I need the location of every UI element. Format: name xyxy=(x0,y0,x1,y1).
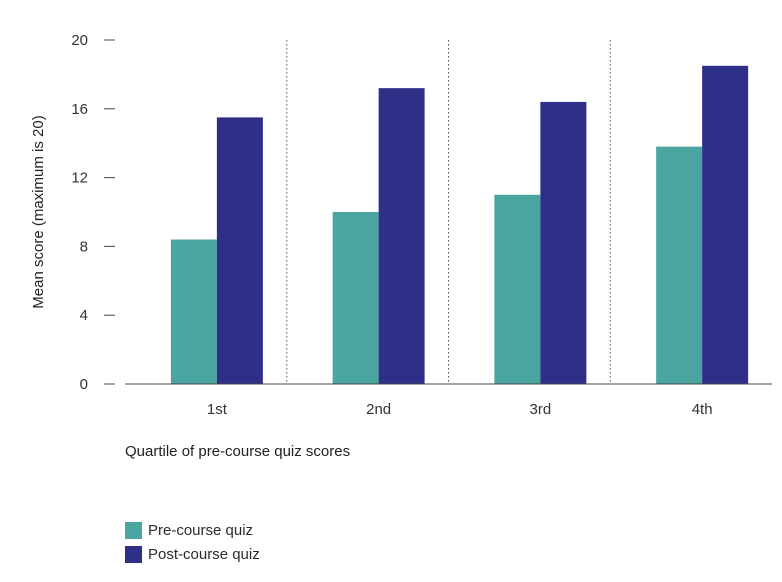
category-separators xyxy=(286,40,611,384)
y-tick-label: 4 xyxy=(80,307,88,324)
x-axis-title: Quartile of pre-course quiz scores xyxy=(125,443,350,460)
bar-pre-2nd xyxy=(332,212,379,384)
y-axis-title: Mean score (maximum is 20) xyxy=(30,115,47,308)
bar-pre-3rd xyxy=(494,194,541,384)
x-tick-label: 3rd xyxy=(530,401,552,418)
y-tick-label: 16 xyxy=(71,101,88,118)
legend-label-post: Post-course quiz xyxy=(148,545,260,563)
bar-post-1st xyxy=(216,117,263,385)
x-tick-label: 4th xyxy=(692,401,713,418)
bars xyxy=(170,65,749,385)
legend-swatch-post xyxy=(125,545,142,563)
legend-item-pre: Pre-course quiz xyxy=(125,518,260,542)
y-tick-label: 12 xyxy=(71,170,88,187)
bar-pre-1st xyxy=(170,239,217,384)
y-axis: 0 4 8 12 16 20 xyxy=(71,32,115,393)
x-tick-label: 2nd xyxy=(366,401,391,418)
legend-label-pre: Pre-course quiz xyxy=(148,521,254,539)
legend-swatch-pre xyxy=(125,521,142,539)
y-tick-label: 20 xyxy=(71,32,88,49)
legend: Pre-course quiz Post-course quiz xyxy=(125,518,260,566)
legend-item-post: Post-course quiz xyxy=(125,542,260,566)
bar-pre-4th xyxy=(656,146,703,384)
x-axis-labels: 1st 2nd 3rd 4th xyxy=(207,401,713,418)
bar-post-3rd xyxy=(540,101,587,385)
y-tick-label: 8 xyxy=(80,238,88,255)
x-tick-label: 1st xyxy=(207,401,228,418)
y-tick-label: 0 xyxy=(80,376,88,393)
bar-post-2nd xyxy=(378,88,425,384)
bar-post-4th xyxy=(702,65,749,385)
